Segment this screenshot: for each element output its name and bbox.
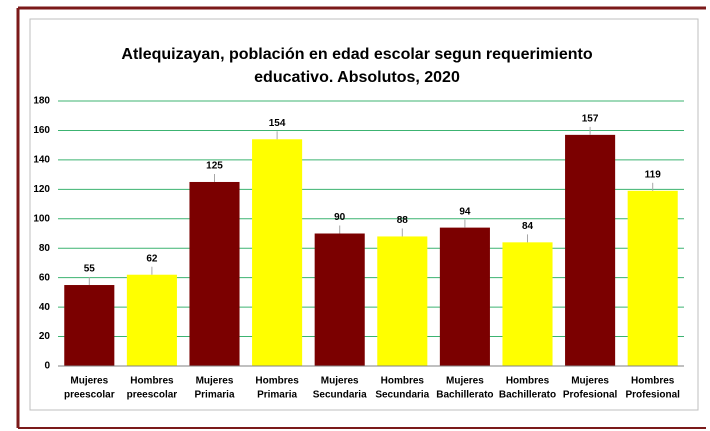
x-tick-label: Hombres [381, 376, 425, 387]
data-label: 90 [334, 212, 346, 223]
x-tick-label: Bachillerato [436, 390, 493, 401]
bar [502, 242, 553, 366]
bar [314, 233, 365, 366]
y-tick-label: 140 [33, 155, 50, 166]
data-label: 154 [269, 118, 286, 129]
chart-title: educativo. Absolutos, 2020 [254, 69, 460, 86]
x-tick-label: Mujeres [571, 376, 609, 387]
y-tick-label: 100 [33, 213, 50, 224]
data-label: 84 [522, 221, 534, 232]
bar [627, 190, 678, 366]
x-tick-label: Primaria [257, 390, 297, 401]
y-tick-label: 20 [39, 331, 51, 342]
y-tick-label: 60 [39, 272, 51, 283]
data-label: 94 [459, 206, 471, 217]
x-tick-label: Mujeres [196, 376, 234, 387]
data-label: 125 [206, 161, 223, 172]
y-tick-label: 160 [33, 125, 50, 136]
bar [64, 285, 115, 366]
x-tick-label: preescolar [64, 390, 115, 401]
x-tick-label: Hombres [631, 376, 675, 387]
x-tick-label: Mujeres [321, 376, 359, 387]
bar [377, 236, 428, 366]
x-tick-label: Hombres [130, 376, 174, 387]
y-tick-label: 120 [33, 184, 50, 195]
y-tick-label: 180 [33, 96, 50, 107]
x-tick-label: Mujeres [446, 376, 484, 387]
x-tick-label: Mujeres [70, 376, 108, 387]
data-label: 55 [84, 264, 96, 275]
x-tick-label: Bachillerato [499, 390, 556, 401]
y-tick-label: 0 [44, 361, 50, 372]
bar [189, 181, 240, 366]
data-label: 62 [146, 253, 158, 264]
bar [439, 227, 490, 366]
x-tick-label: Secundaria [375, 390, 429, 401]
bar [252, 139, 303, 366]
x-tick-label: Hombres [506, 376, 550, 387]
x-tick-label: Hombres [255, 376, 299, 387]
bar [565, 134, 616, 366]
x-tick-label: preescolar [127, 390, 178, 401]
data-label: 119 [645, 169, 662, 180]
y-tick-label: 40 [39, 302, 51, 313]
x-tick-label: Profesional [625, 390, 680, 401]
data-label: 157 [582, 114, 599, 125]
x-tick-label: Secundaria [313, 390, 367, 401]
x-tick-label: Profesional [563, 390, 618, 401]
bar [126, 274, 177, 366]
chart-title: Atlequizayan, población en edad escolar … [121, 46, 592, 63]
x-tick-label: Primaria [194, 390, 234, 401]
data-label: 88 [397, 215, 409, 226]
y-tick-label: 80 [39, 243, 51, 254]
